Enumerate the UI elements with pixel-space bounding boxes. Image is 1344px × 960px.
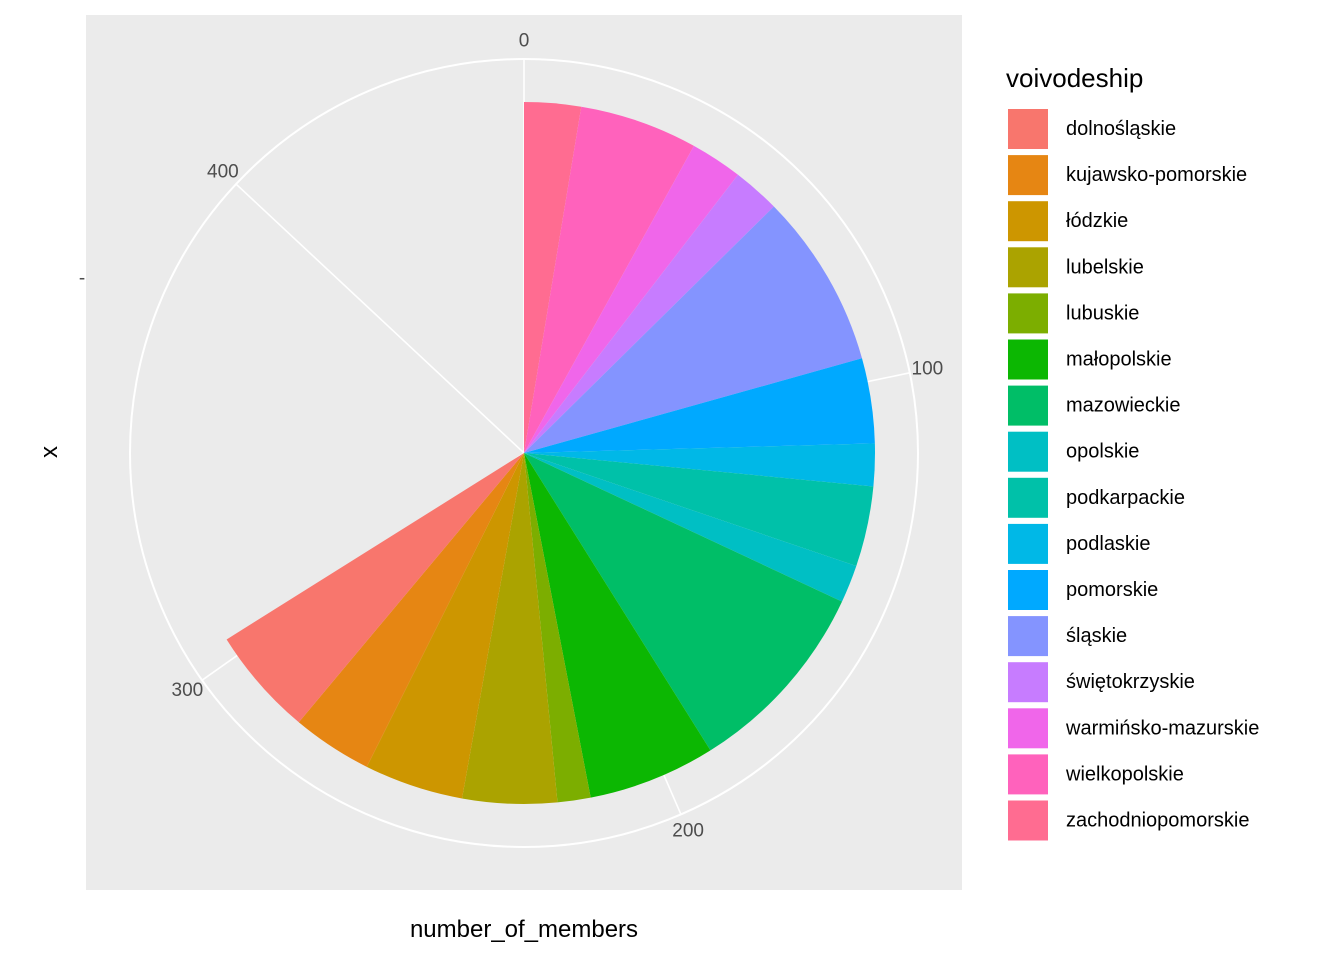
legend-label-9: podlaskie [1066, 533, 1151, 555]
legend-label-0: dolnośląskie [1066, 118, 1176, 140]
legend-title: voivodeship [1006, 63, 1143, 93]
slice-0 [524, 102, 582, 453]
slice-14 [298, 453, 524, 767]
slice-5 [524, 358, 875, 453]
legend-key-12 [1006, 660, 1050, 705]
radial-tick-labels: 0 100 200 300 400 [172, 31, 944, 842]
legend-key-0 [1006, 107, 1050, 151]
y-axis-tick-label: - [79, 268, 85, 289]
tick-label-100: 100 [912, 359, 944, 380]
slice-8 [524, 453, 857, 602]
legend-label-7: opolskie [1066, 441, 1139, 463]
legend-label-5: małopolskie [1066, 349, 1172, 371]
legend-key-1 [1006, 153, 1050, 198]
legend-items: dolnośląskie kujawsko-pomorskie łódzkie lub… [1006, 107, 1259, 843]
legend-label-14: wielkopolskie [1065, 763, 1184, 785]
pie-slices [226, 102, 875, 804]
legend-label-13: warmińsko-mazurskie [1065, 717, 1259, 739]
slice-1 [524, 106, 694, 454]
y-axis-title: x [36, 446, 63, 458]
tick-label-300: 300 [172, 680, 204, 701]
slice-2 [524, 145, 738, 453]
legend-label-2: łódzkie [1066, 210, 1128, 232]
slice-15 [226, 453, 525, 723]
legend-key-2 [1006, 199, 1050, 244]
legend-key-10 [1006, 568, 1050, 612]
legend-label-11: śląskie [1066, 625, 1127, 647]
legend-label-15: zachodniopomorskie [1066, 810, 1249, 832]
legend-key-15 [1006, 798, 1050, 843]
legend-key-5 [1006, 337, 1050, 382]
legend: voivodeship dolnośląskie kujawsko-pomorsk… [1006, 63, 1259, 843]
legend-label-12: świętokrzyskie [1066, 671, 1195, 693]
grid-spoke-400 [235, 183, 525, 454]
legend-key-9 [1006, 521, 1050, 566]
legend-label-4: lubuskie [1066, 302, 1139, 324]
slice-10 [524, 453, 711, 798]
legend-key-3 [1006, 245, 1050, 290]
legend-label-6: mazowieckie [1066, 395, 1180, 417]
slice-9 [524, 453, 843, 751]
tick-label-400: 400 [207, 161, 239, 182]
legend-key-7 [1006, 429, 1050, 474]
legend-label-8: podkarpackie [1066, 487, 1185, 509]
slice-12 [462, 453, 558, 804]
tick-label-200: 200 [672, 820, 704, 841]
legend-key-8 [1006, 475, 1050, 520]
x-axis-title: number_of_members [410, 916, 638, 943]
legend-label-3: lubelskie [1066, 256, 1144, 278]
legend-key-14 [1006, 752, 1050, 797]
slice-11 [524, 453, 591, 803]
slice-4 [524, 206, 862, 453]
legend-label-10: pomorskie [1066, 579, 1158, 601]
legend-key-11 [1006, 614, 1050, 659]
slice-7 [524, 453, 874, 567]
slice-13 [366, 453, 524, 799]
legend-key-6 [1006, 383, 1050, 428]
tick-label-0: 0 [519, 31, 530, 52]
legend-key-13 [1006, 706, 1050, 751]
legend-key-4 [1006, 291, 1050, 336]
slice-6 [524, 443, 875, 487]
legend-label-1: kujawsko-pomorskie [1066, 164, 1247, 186]
slice-3 [524, 174, 774, 454]
